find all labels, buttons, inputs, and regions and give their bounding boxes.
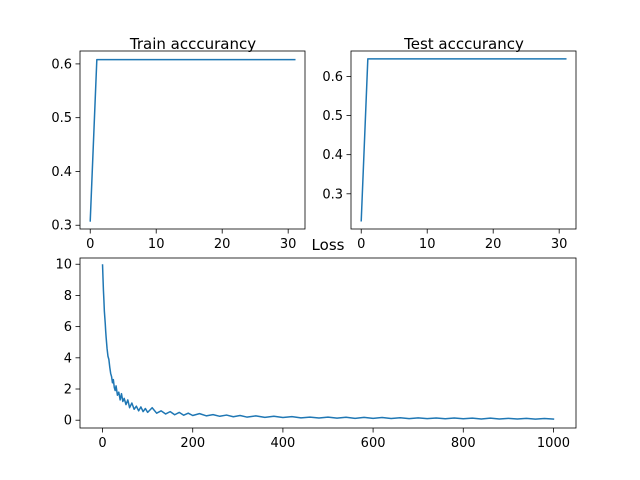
loss-axes-frame xyxy=(79,257,577,429)
test-axes-frame xyxy=(350,50,577,230)
test-y-tick-label: 0.6 xyxy=(322,70,343,85)
train-x-tick-label: 10 xyxy=(148,237,165,252)
loss-y-tick-label: 6 xyxy=(64,320,72,335)
train-x-tick-label: 0 xyxy=(86,237,94,252)
train-chart-title: Train acccurancy xyxy=(129,35,256,53)
loss-y-tick-label: 2 xyxy=(64,383,72,398)
test-y-tick-label: 0.5 xyxy=(322,109,343,124)
loss-x-tick-label: 400 xyxy=(270,436,295,451)
train-y-tick-label: 0.6 xyxy=(51,57,72,72)
test-x-tick-label: 0 xyxy=(357,237,365,252)
train-y-tick-label: 0.3 xyxy=(51,219,72,234)
test-y-tick-label: 0.3 xyxy=(322,187,343,202)
test-accuracy-panel: Test acccurancy 0 10 20 30 0.3 0.4 0.5 0.6 xyxy=(322,35,577,252)
train-x-tick-label: 30 xyxy=(280,237,297,252)
test-x-tick-label: 20 xyxy=(485,237,502,252)
test-series-line-0 xyxy=(360,58,567,222)
test-x-tick-label: 30 xyxy=(551,237,568,252)
train-y-tick-label: 0.5 xyxy=(51,111,72,126)
train-accuracy-panel: Train acccurancy 0 10 20 30 0.3 0.4 0.5 0.6 xyxy=(51,35,306,252)
loss-series-line-0 xyxy=(101,264,555,420)
train-series-line-0 xyxy=(89,58,296,222)
train-y-tick-label: 0.4 xyxy=(51,165,72,180)
loss-chart-title: Loss xyxy=(312,236,345,254)
loss-y-tick-label: 8 xyxy=(64,289,72,304)
loss-y-tick-label: 4 xyxy=(64,351,72,366)
loss-x-tick-label: 200 xyxy=(180,436,205,451)
train-x-tick-label: 20 xyxy=(214,237,231,252)
train-axes-frame xyxy=(79,50,306,230)
test-y-tick-label: 0.4 xyxy=(322,148,343,163)
loss-y-tick-label: 10 xyxy=(55,258,72,273)
loss-x-tick-label: 800 xyxy=(451,436,476,451)
loss-x-tick-label: 600 xyxy=(361,436,386,451)
test-chart-title: Test acccurancy xyxy=(403,35,524,53)
test-x-tick-label: 10 xyxy=(419,237,436,252)
loss-y-tick-label: 0 xyxy=(64,414,72,429)
loss-x-tick-label: 0 xyxy=(98,436,106,451)
loss-x-tick-label: 1000 xyxy=(537,436,570,451)
